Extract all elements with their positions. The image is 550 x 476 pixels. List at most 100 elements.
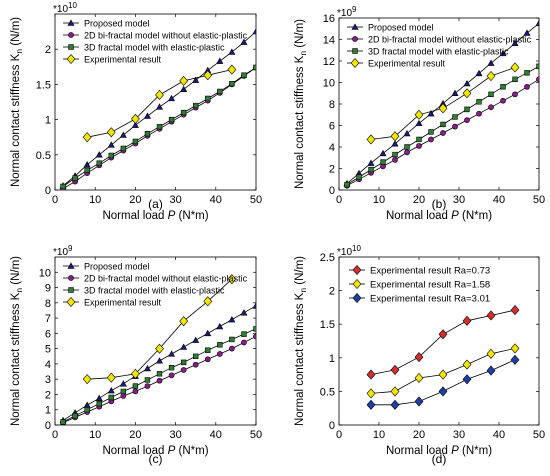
data-point [390, 131, 400, 142]
x-axis-label-part: P [451, 445, 459, 457]
x-axis-label: Normal load P (N*m) [102, 445, 208, 457]
series-1 [59, 302, 256, 424]
data-point [462, 359, 472, 370]
x-tick-label: 50 [250, 194, 262, 206]
x-tick-label: 50 [250, 429, 262, 441]
data-point [380, 159, 386, 165]
data-point [366, 388, 376, 399]
data-point [216, 57, 224, 64]
y-tick-label: 6 [329, 121, 335, 133]
data-point [414, 352, 424, 363]
data-point [475, 69, 483, 77]
data-point [132, 383, 139, 389]
data-point [144, 383, 151, 389]
data-point [390, 364, 400, 375]
y-tick-label: 2 [329, 164, 335, 176]
y-tick-label: 10 [39, 267, 51, 279]
data-point [392, 157, 398, 163]
data-point [192, 76, 200, 83]
legend: Proposed model 2D bi-fractal model withou… [63, 19, 248, 65]
series-4 [82, 274, 237, 385]
data-point [83, 401, 91, 408]
data-point [82, 132, 92, 143]
data-point [131, 113, 140, 124]
data-point [180, 343, 188, 350]
data-point [510, 343, 520, 354]
legend: Proposed model 2D bi-fractal model withou… [347, 23, 532, 69]
data-point [440, 121, 446, 128]
data-point [536, 63, 539, 70]
data-point [131, 121, 139, 128]
data-point [119, 380, 127, 387]
legend-label: Experimental result [84, 55, 162, 65]
data-point [367, 159, 375, 166]
legend-marker [350, 57, 360, 69]
data-point [82, 374, 92, 385]
y-tick-label: 2 [329, 286, 335, 298]
y-tick-label: 2.5 [320, 252, 335, 264]
legend-label: Proposed model [84, 19, 150, 29]
data-point [120, 145, 127, 152]
y-tick-label: 12 [323, 56, 335, 68]
data-point [464, 117, 470, 123]
data-point [227, 64, 237, 75]
data-point [511, 39, 519, 46]
data-point [217, 88, 223, 95]
chart-panel-d: 0 10 20 30 40 50 0 0.5 1 1.5 2 2.5 *1010 Normal load … [294, 244, 545, 466]
data-point [143, 364, 151, 372]
y-tick-label: 4 [45, 359, 51, 371]
data-point [536, 76, 539, 83]
data-point [535, 19, 539, 27]
data-point [366, 134, 376, 145]
x-axis-label-part: (N*m) [459, 445, 492, 457]
data-point [216, 322, 224, 330]
x-tick-label: 0 [52, 194, 58, 206]
x-axis-label-part: P [451, 210, 459, 222]
data-point [120, 393, 127, 399]
legend-marker [352, 36, 358, 42]
axis-multiplier: *109 [337, 5, 357, 19]
y-tick-label: 4 [329, 142, 335, 154]
data-point [414, 109, 424, 120]
data-point [217, 342, 223, 348]
x-tick-label: 40 [210, 194, 222, 206]
data-point [499, 49, 507, 57]
legend-label: Experimental result [368, 59, 446, 69]
y-tick-label: 0.5 [36, 150, 51, 162]
x-axis-label-part: (N*m) [175, 445, 208, 457]
data-point [512, 76, 518, 82]
data-point [240, 309, 248, 316]
data-point [452, 114, 458, 120]
data-point [253, 326, 256, 332]
x-tick-label: 10 [373, 194, 385, 206]
y-tick-label: 1.5 [36, 79, 51, 91]
x-tick-label: 20 [413, 429, 425, 441]
y-tick-label: 2 [45, 389, 51, 401]
x-tick-label: 30 [169, 194, 181, 206]
legend-label: 3D fractal model with elastic-plastic [84, 43, 225, 53]
series-3 [366, 354, 520, 410]
y-axis-label-part: n [14, 288, 24, 293]
series-2 [366, 343, 520, 399]
data-point [451, 89, 459, 96]
data-point [96, 400, 102, 407]
data-point [438, 103, 448, 114]
data-point [216, 351, 223, 357]
data-point [486, 348, 496, 359]
data-point [203, 296, 213, 307]
y-axis-label-part: Normal contact stiffness K [294, 292, 306, 426]
data-point [156, 357, 164, 364]
data-point [120, 388, 127, 395]
data-point [476, 99, 482, 105]
data-point [344, 181, 350, 188]
data-point [488, 104, 494, 111]
y-tick-label: 9 [45, 283, 51, 295]
x-tick-label: 10 [373, 429, 385, 441]
data-point [72, 413, 78, 419]
data-point [180, 109, 187, 116]
x-tick-label: 10 [89, 429, 101, 441]
data-point [524, 83, 530, 90]
y-tick-label: 1 [329, 353, 335, 365]
data-point [416, 143, 422, 149]
